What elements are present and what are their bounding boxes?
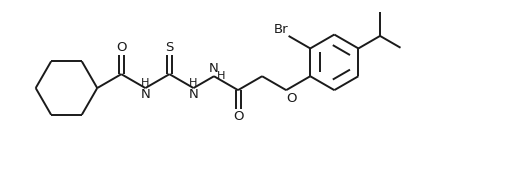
- Text: O: O: [233, 110, 243, 124]
- Text: O: O: [116, 41, 126, 54]
- Text: N: N: [189, 89, 198, 102]
- Text: N: N: [141, 89, 150, 102]
- Text: H: H: [141, 78, 150, 88]
- Text: H: H: [217, 71, 225, 81]
- Text: O: O: [286, 92, 296, 105]
- Text: Br: Br: [274, 24, 288, 36]
- Text: N: N: [209, 62, 219, 75]
- Text: S: S: [165, 41, 173, 54]
- Text: H: H: [189, 78, 198, 88]
